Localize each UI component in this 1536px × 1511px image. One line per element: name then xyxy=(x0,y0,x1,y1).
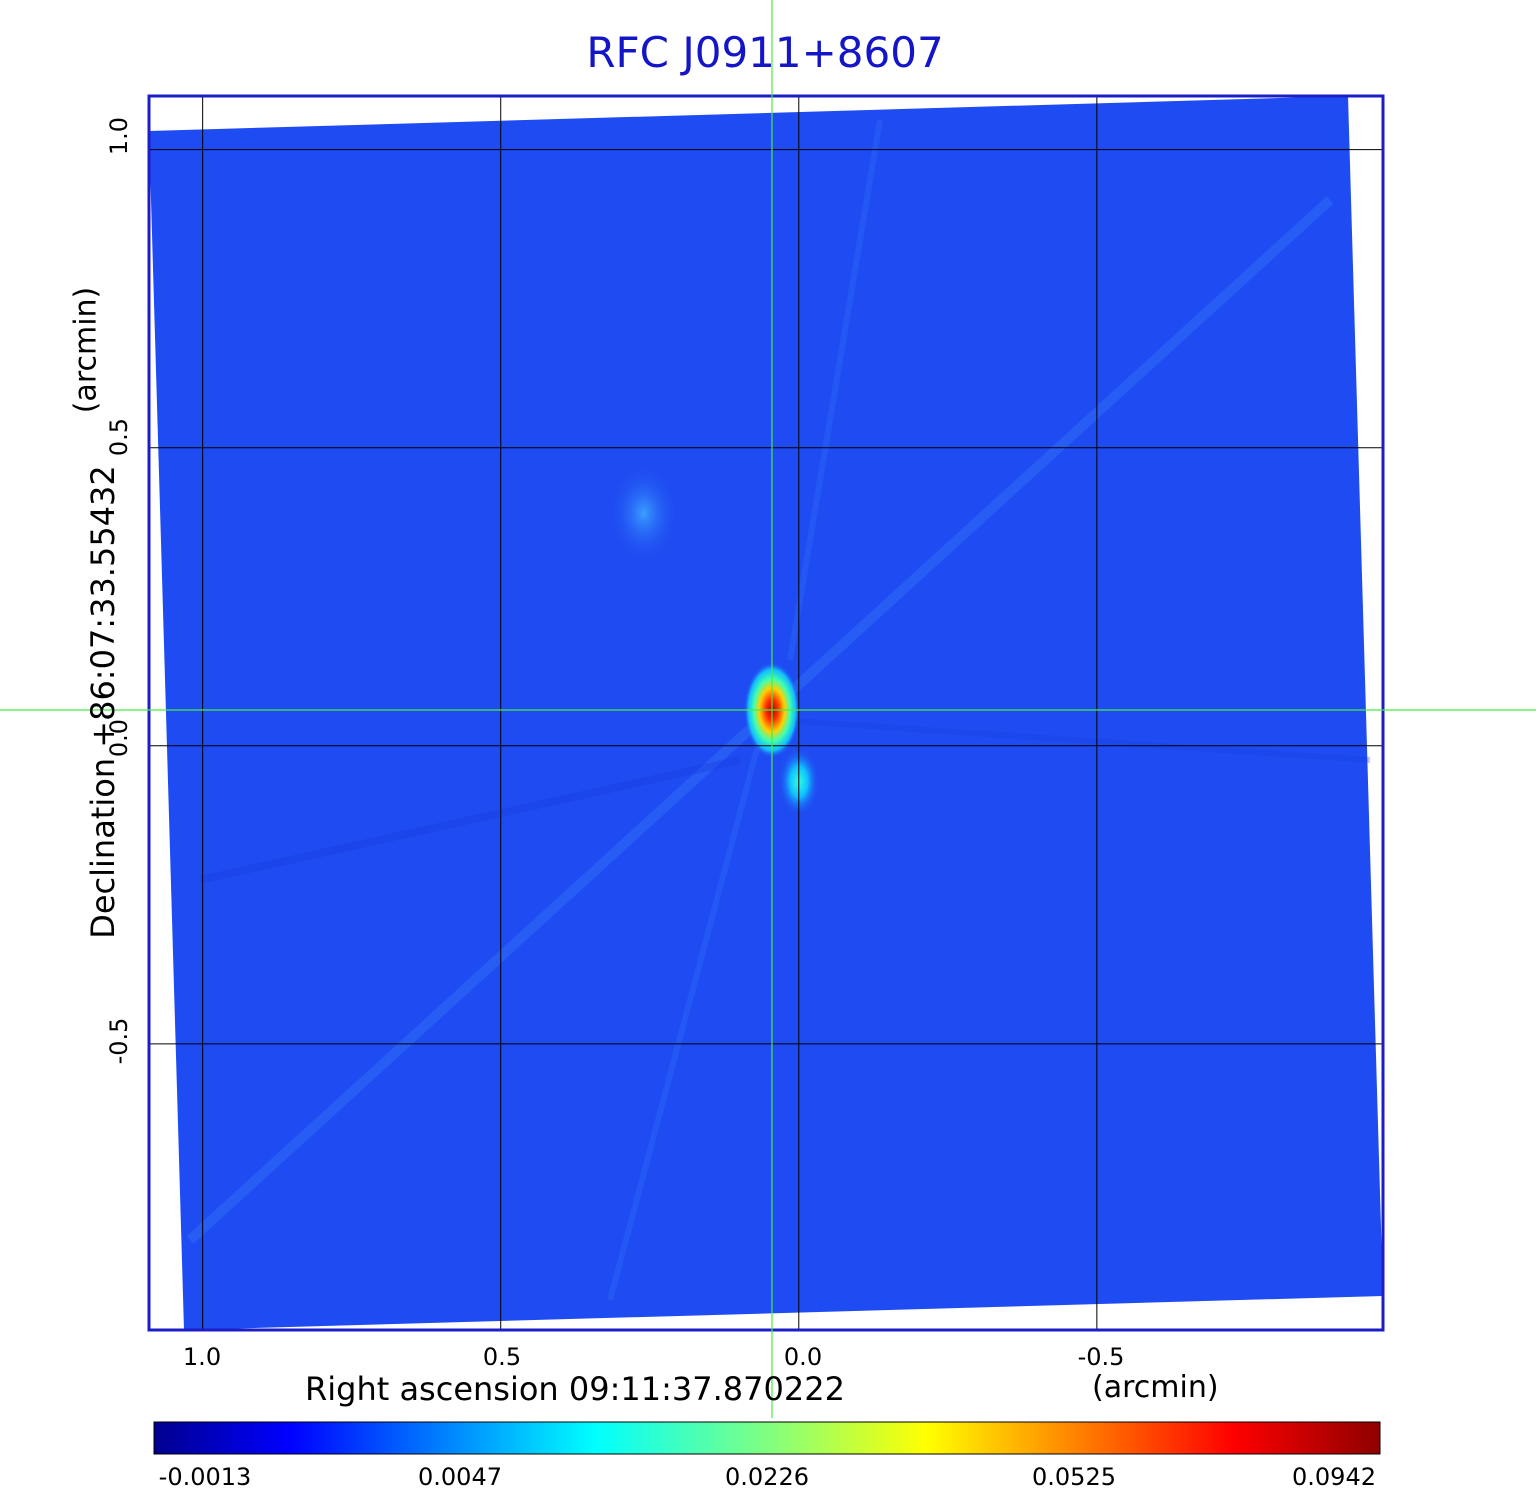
sidelobe-streak xyxy=(779,717,1371,763)
x-tick-label: 0.5 xyxy=(482,1343,522,1371)
x-tick-label: 0.0 xyxy=(783,1343,823,1371)
image-area xyxy=(149,96,1383,1330)
x-axis-unit: (arcmin) xyxy=(1092,1370,1219,1405)
y-axis-label: Declination +86:07:33.55432 xyxy=(84,465,122,939)
colorbar-tick-label: 0.0525 xyxy=(1032,1463,1116,1491)
x-axis-label: Right ascension 09:11:37.870222 xyxy=(305,1370,845,1408)
colorbar-tick-label: 0.0226 xyxy=(725,1463,809,1491)
y-tick-label: 0.0 xyxy=(105,718,133,758)
sidelobe-streak xyxy=(607,699,773,1301)
y-tick-label: 0.5 xyxy=(105,417,133,457)
colorbar xyxy=(153,1421,1381,1455)
y-axis-unit: (arcmin) xyxy=(68,286,104,414)
sidelobe-streak xyxy=(199,756,741,884)
colorbar-tick-label: -0.0013 xyxy=(158,1463,252,1491)
x-tick-label: 1.0 xyxy=(182,1343,222,1371)
y-tick-label: 1.0 xyxy=(105,116,133,156)
chart-title: RFC J0911+8607 xyxy=(586,28,944,77)
x-tick-label: -0.5 xyxy=(1077,1343,1125,1371)
sidelobe-streak xyxy=(787,119,883,661)
source-component-faint xyxy=(609,465,678,562)
plot-frame xyxy=(147,94,1385,1332)
y-tick-label: -0.5 xyxy=(105,1017,133,1065)
colorbar-tick-label: 0.0047 xyxy=(418,1463,502,1491)
colorbar-tick-label: 0.0942 xyxy=(1292,1463,1376,1491)
